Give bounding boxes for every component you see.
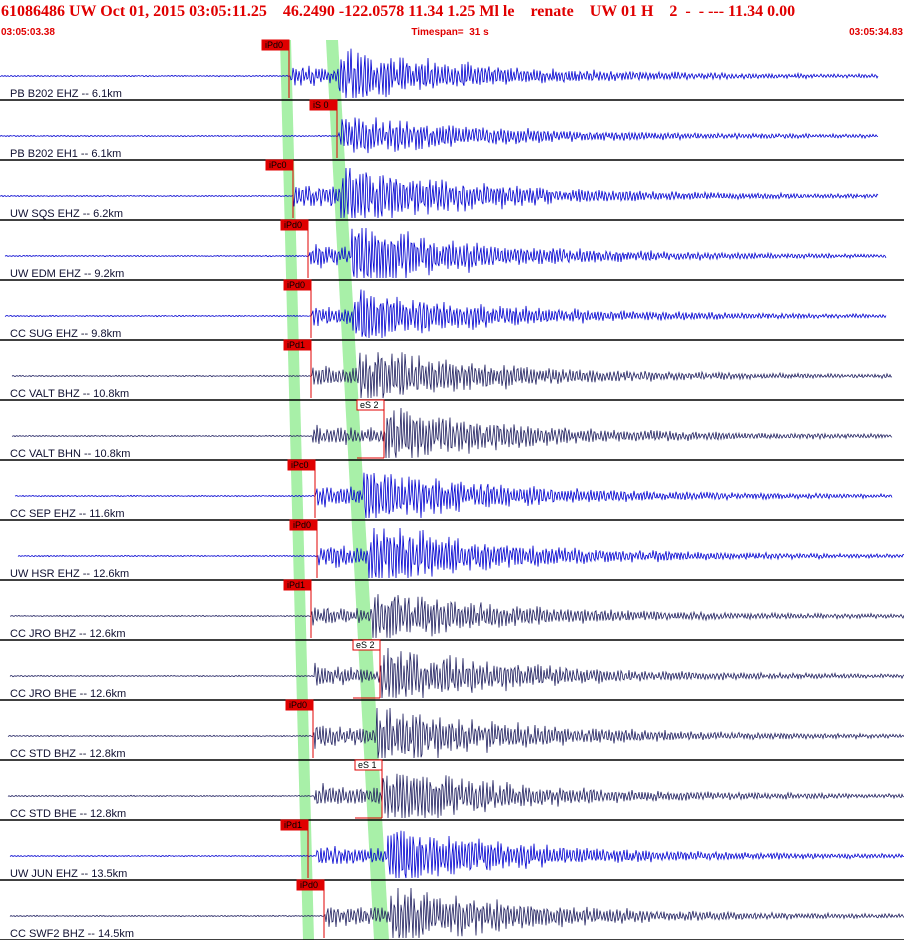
waveform [11,352,893,399]
event-header: 61086486 UW Oct 01, 2015 03:05:11.25 46.… [1,3,795,20]
pick-box [352,639,381,651]
trace-label: CC JRO BHZ -- 12.6km [10,628,126,640]
pick-label: eS 1 [358,760,377,770]
pick-label: iPd1 [284,820,302,830]
pick-label: iPd1 [287,580,305,590]
trace-label: PB B202 EHZ -- 6.1km [10,88,122,100]
pick-box [354,759,383,771]
trace-label: PB B202 EH1 -- 6.1km [10,148,121,160]
waveform [11,407,893,459]
pick-box [261,39,290,51]
pick-label: eS 2 [356,640,375,650]
pick-box [283,339,312,351]
pick-label: iPd0 [300,880,318,890]
trace-label: CC SWF2 BHZ -- 14.5km [10,928,134,940]
pick-label: iPc0 [291,460,309,470]
trace-label: CC SUG EHZ -- 9.8km [10,328,121,340]
pick-box [296,879,325,891]
pick-label: iPd0 [293,520,311,530]
waveform [9,594,904,639]
pick-box [283,579,312,591]
pick-label: iPd0 [265,40,283,50]
pick-label: iPc0 [269,160,287,170]
waveform [0,167,879,219]
trace-label: UW HSR EHZ -- 12.6km [10,568,129,580]
pick-box [280,819,309,831]
trace-label: CC VALT BHN -- 10.8km [10,448,130,460]
waveform [9,830,904,879]
timespan: Timespan= 31 s [411,27,489,38]
trace-label: CC VALT BHZ -- 10.8km [10,388,129,400]
pick-box [289,519,318,531]
waveform [9,647,904,699]
waveform [4,289,887,339]
trace-label: UW SQS EHZ -- 6.2km [10,208,123,220]
trace-label: UW JUN EHZ -- 13.5km [10,868,127,880]
waveform [0,117,879,154]
p-window [280,40,314,940]
trace-label: CC STD BHZ -- 12.8km [10,748,126,760]
waveform [7,773,904,819]
pick-box [356,399,385,411]
pick-label: iPd0 [287,280,305,290]
end-time: 03:05:34.83 [849,27,903,38]
trace-label: UW EDM EHZ -- 9.2km [10,268,124,280]
pick-box [280,219,309,231]
trace-label: CC STD BHE -- 12.8km [10,808,126,820]
traces: iPd0 PB B202 EHZ -- 6.1km iS 0 PB B202 EH1 … [0,39,904,940]
pick-label: iPd0 [284,220,302,230]
waveform [9,887,904,939]
trace-label: CC SEP EHZ -- 11.6km [10,508,125,520]
pick-label: eS 2 [360,400,379,410]
s-window [326,40,389,940]
pick-box [265,159,294,171]
pick-box [287,459,316,471]
pick-box [283,279,312,291]
pick-label: iPd1 [287,340,305,350]
waveform [4,227,887,279]
waveform [7,707,904,759]
start-time: 03:05:03.38 [1,27,55,38]
trace-label: CC JRO BHE -- 12.6km [10,688,126,700]
waveform [14,472,893,519]
pick-box [309,99,338,111]
pick-label: iPd0 [289,700,307,710]
waveform [0,48,879,99]
waveform [17,527,904,579]
pick-box [285,699,314,711]
pick-label: iS 0 [313,100,329,110]
